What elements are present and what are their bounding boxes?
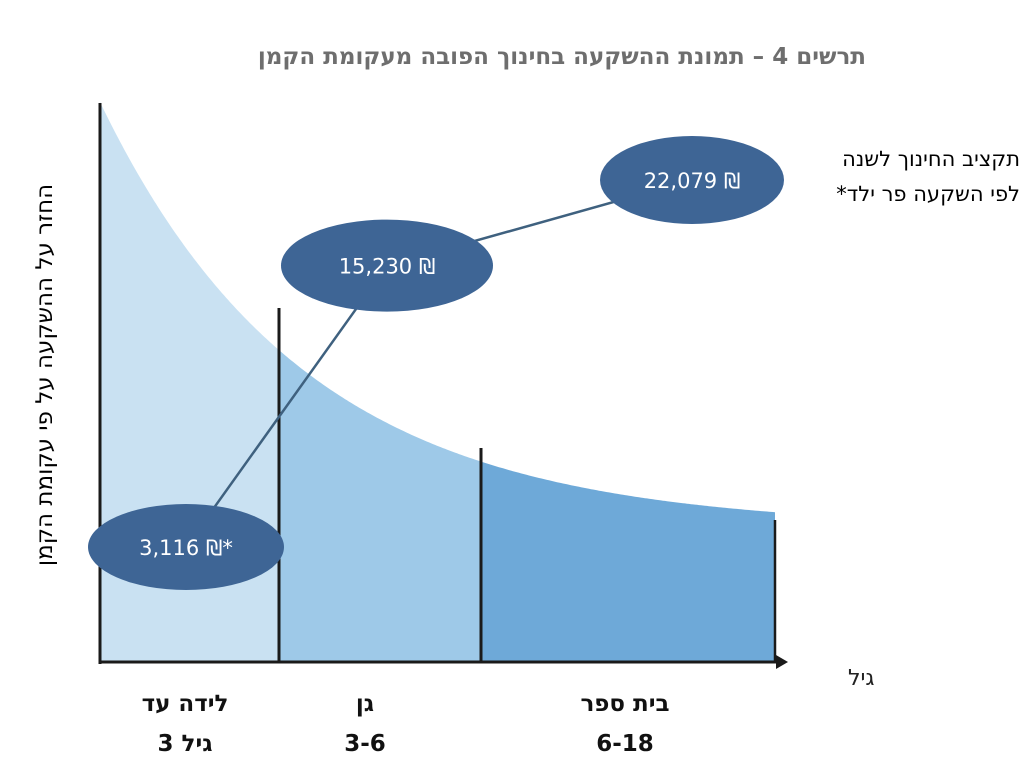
budget-bubble-school (600, 136, 784, 224)
x-axis-arrow (776, 655, 788, 669)
budget-bubble-school-label: 22,079 ₪ (644, 169, 741, 193)
age-group-birth-line2: גיל 3 (157, 731, 213, 757)
age-group-school: בית ספר 6-18 (540, 684, 710, 764)
budget-legend-note: תקציב החינוך לשנה לפי השקעה פר ילד* (790, 142, 1020, 212)
budget-bubble-kindergarten-label: 15,230 ₪ (339, 255, 436, 279)
x-axis-label: גיל (848, 666, 875, 691)
chart-title: תרשים 4 – תמונת ההשקעה בחינוך הפובה מעקו… (257, 44, 866, 70)
legend-line-1: תקציב החינוך לשנה (842, 147, 1020, 171)
age-group-kindergarten: גן 3-6 (305, 684, 425, 764)
area-kindergarten (279, 350, 481, 662)
age-group-school-line1: בית ספר (580, 691, 670, 717)
budget-bubble-birth-label: 3,116 ₪* (139, 536, 233, 560)
age-group-birth-line1: לידה עד (141, 691, 229, 717)
budget-bubble-birth (88, 504, 284, 590)
age-group-kindergarten-line2: 3-6 (344, 731, 386, 757)
age-group-kindergarten-line1: גן (355, 691, 375, 717)
age-group-school-line2: 6-18 (596, 731, 654, 757)
legend-line-2: לפי השקעה פר ילד* (836, 182, 1020, 206)
area-school (481, 461, 775, 662)
budget-bubble-kindergarten (281, 219, 493, 312)
age-group-birth-to-3: לידה עד גיל 3 (110, 684, 260, 764)
